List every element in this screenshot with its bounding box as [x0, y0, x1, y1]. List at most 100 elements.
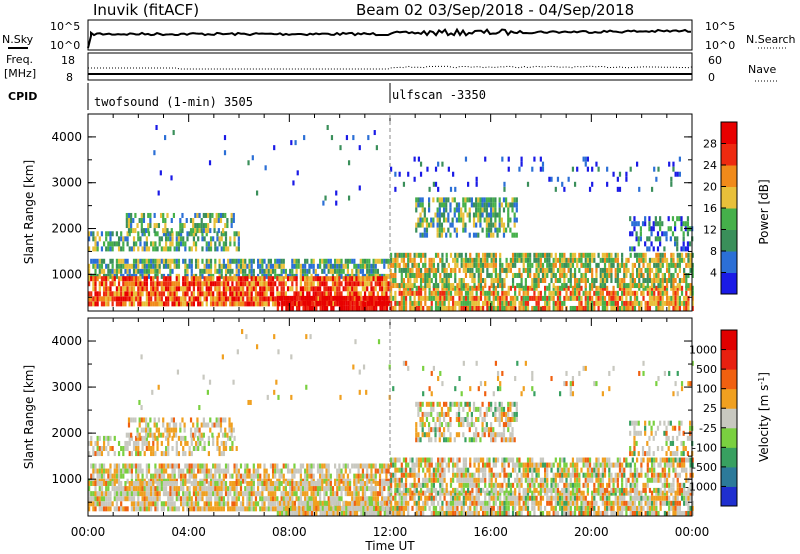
heatmap-cell — [638, 186, 641, 192]
heatmap-cell — [548, 176, 551, 182]
heatmap-cell — [387, 300, 391, 306]
heatmap-cell — [147, 491, 151, 497]
heatmap-cell — [349, 505, 352, 511]
heatmap-cell — [616, 176, 619, 182]
heatmap-cell — [128, 301, 131, 307]
heatmap-cell — [676, 290, 679, 296]
heatmap-cell — [544, 278, 547, 284]
heatmap-cell — [295, 286, 298, 292]
heatmap-cell — [563, 257, 566, 263]
heatmap-cell — [192, 446, 196, 452]
heatmap-cell — [312, 491, 315, 497]
heatmap-cell — [141, 473, 144, 479]
heatmap-cell — [278, 481, 281, 487]
heatmap-cell — [299, 486, 302, 492]
heatmap-cell — [336, 486, 339, 492]
heatmap-cell — [567, 267, 570, 273]
heatmap-cell — [177, 276, 181, 282]
heatmap-cell — [156, 481, 159, 487]
heatmap-cell — [434, 212, 437, 218]
heatmap-cell — [680, 300, 684, 306]
heatmap-cell — [283, 500, 286, 506]
heatmap-cell — [261, 291, 264, 297]
heatmap-cell — [638, 252, 641, 258]
heatmap-cell — [375, 305, 378, 311]
heatmap-cell — [685, 290, 688, 296]
heatmap-cell — [233, 463, 236, 469]
heatmap-cell — [445, 272, 448, 278]
heatmap-cell — [548, 257, 551, 263]
heatmap-cell — [464, 207, 467, 213]
heatmap-cell — [631, 231, 634, 237]
heatmap-cell — [667, 226, 670, 232]
heatmap-cell — [218, 468, 221, 474]
heatmap-cell — [220, 246, 223, 252]
heatmap-cell — [169, 506, 172, 512]
heatmap-cell — [316, 286, 320, 292]
heatmap-cell — [653, 166, 656, 172]
heatmap-cell — [156, 276, 159, 282]
heatmap-cell — [338, 291, 341, 297]
heatmap-cell — [381, 286, 384, 292]
heatmap-cell — [355, 286, 358, 292]
heatmap-cell — [92, 496, 95, 502]
heatmap-cell — [460, 278, 463, 284]
heatmap-cell — [332, 295, 335, 301]
heatmap-cell — [642, 285, 645, 291]
heatmap-cell — [248, 301, 251, 307]
heatmap-cell — [424, 300, 427, 306]
heatmap-cell — [648, 226, 651, 232]
heatmap-cell — [233, 486, 236, 492]
heatmap-cell — [370, 305, 374, 311]
heatmap-cell — [669, 236, 672, 242]
heatmap-cell — [445, 217, 448, 223]
heatmap-cell — [246, 496, 249, 502]
heatmap-cell — [674, 226, 677, 232]
heatmap-cell — [113, 463, 116, 469]
heatmap-cell — [424, 262, 427, 268]
heatmap-cell — [376, 491, 379, 497]
heatmap-cell — [636, 283, 639, 289]
heatmap-cell — [638, 262, 641, 268]
heatmap-cell — [316, 481, 320, 487]
heatmap-cell — [561, 257, 564, 263]
heatmap-cell — [642, 290, 645, 296]
heatmap-cell — [606, 290, 609, 296]
heatmap-cell — [400, 257, 403, 263]
heatmap-cell — [541, 305, 545, 311]
heatmap-cell — [689, 290, 692, 296]
heatmap-cell — [452, 267, 455, 273]
heatmap-cell — [475, 252, 478, 258]
heatmap-cell — [425, 222, 429, 228]
heatmap-cell — [370, 468, 373, 474]
heatmap-cell — [145, 481, 148, 487]
heatmap-cell — [269, 506, 273, 512]
heatmap-cell — [306, 491, 309, 497]
heatmap-cell — [535, 267, 538, 273]
heatmap-cell — [194, 223, 197, 229]
heatmap-cell — [552, 300, 555, 306]
heatmap-cell — [475, 262, 478, 268]
heatmap-cell — [400, 267, 403, 273]
heatmap-cell — [466, 197, 469, 203]
heatmap-cell — [324, 195, 327, 201]
heatmap-cell — [691, 290, 694, 296]
heatmap-cell — [217, 417, 220, 423]
heatmap-cell — [390, 295, 393, 301]
heatmap-cell — [130, 212, 133, 218]
heatmap-cell — [237, 296, 240, 302]
heatmap-cell — [452, 283, 455, 289]
heatmap-cell — [503, 267, 506, 273]
heatmap-cell — [394, 500, 397, 506]
heatmap-cell — [145, 286, 148, 292]
heatmap-cell — [156, 473, 159, 479]
heatmap-cell — [194, 440, 198, 446]
heatmap-cell — [655, 305, 658, 311]
heatmap-cell — [314, 496, 317, 502]
heatmap-cell — [494, 290, 498, 296]
heatmap-cell — [224, 417, 227, 423]
heatmap-cell — [425, 217, 429, 223]
heatmap-cell — [132, 296, 136, 302]
heatmap-cell — [158, 486, 161, 492]
heatmap-cell — [313, 505, 316, 511]
